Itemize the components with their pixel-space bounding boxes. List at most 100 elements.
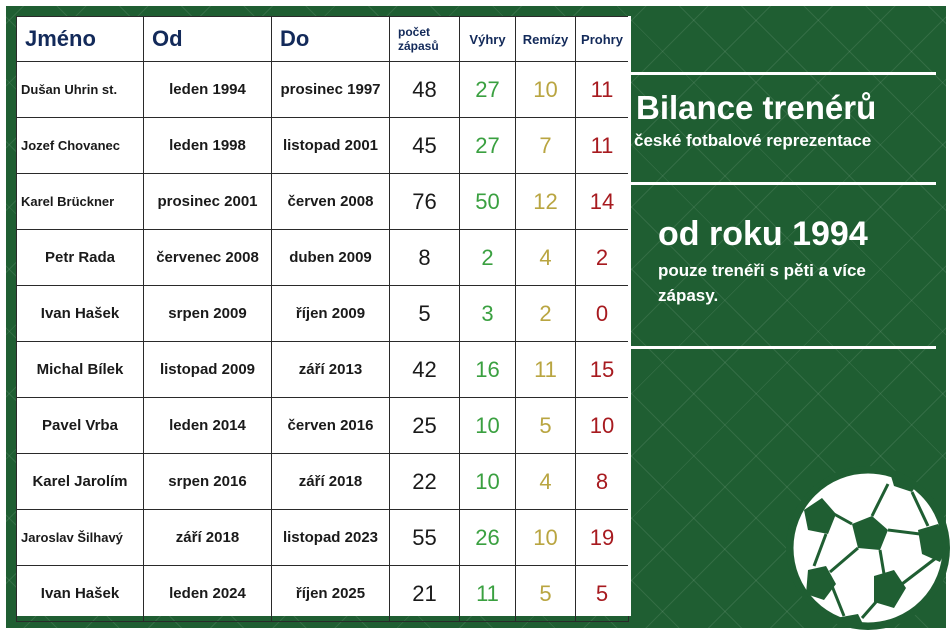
table-row: Karel Jarolím srpen 2016 září 2018 22 10… <box>16 453 629 510</box>
table-row: Karel Brückner prosinec 2001 červen 2008… <box>16 173 629 230</box>
coaches-table: Jméno Od Do počet zápasů Výhry Remízy Pr… <box>16 16 629 622</box>
coach-name: Pavel Vrba <box>16 397 144 454</box>
table-row: Ivan Hašek leden 2024 říjen 2025 21 11 5… <box>16 565 629 622</box>
to-date: prosinec 1997 <box>271 61 390 118</box>
draws-count: 10 <box>515 61 576 118</box>
header-matches: počet zápasů <box>389 16 460 62</box>
coach-name: Jozef Chovanec <box>16 117 144 174</box>
from-date: listopad 2009 <box>143 341 272 398</box>
losses-count: 15 <box>575 341 629 398</box>
draws-count: 5 <box>515 397 576 454</box>
from-date: září 2018 <box>143 509 272 566</box>
to-date: září 2018 <box>271 453 390 510</box>
table-row: Ivan Hašek srpen 2009 říjen 2009 5 3 2 0 <box>16 285 629 342</box>
table-header-row: Jméno Od Do počet zápasů Výhry Remízy Pr… <box>16 16 629 62</box>
from-date: červenec 2008 <box>143 229 272 286</box>
draws-count: 7 <box>515 117 576 174</box>
to-date: červen 2008 <box>271 173 390 230</box>
to-date: duben 2009 <box>271 229 390 286</box>
to-date: červen 2016 <box>271 397 390 454</box>
wins-count: 11 <box>459 565 516 622</box>
panel-divider <box>628 72 936 75</box>
frame-bottom <box>0 628 952 634</box>
panel-divider <box>628 16 631 616</box>
coach-name: Dušan Uhrin st. <box>16 61 144 118</box>
frame-right <box>946 0 952 634</box>
header-name: Jméno <box>16 16 144 62</box>
to-date: říjen 2009 <box>271 285 390 342</box>
since-heading: od roku 1994 <box>658 215 868 253</box>
matches-count: 76 <box>389 173 460 230</box>
from-date: prosinec 2001 <box>143 173 272 230</box>
from-date: leden 1998 <box>143 117 272 174</box>
table-row: Jozef Chovanec leden 1998 listopad 2001 … <box>16 117 629 174</box>
to-date: říjen 2025 <box>271 565 390 622</box>
draws-count: 4 <box>515 229 576 286</box>
header-to: Do <box>271 16 390 62</box>
coach-name: Karel Jarolím <box>16 453 144 510</box>
losses-count: 8 <box>575 453 629 510</box>
wins-count: 10 <box>459 453 516 510</box>
matches-count: 8 <box>389 229 460 286</box>
from-date: srpen 2016 <box>143 453 272 510</box>
header-losses: Prohry <box>575 16 629 62</box>
coach-name: Ivan Hašek <box>16 565 144 622</box>
losses-count: 5 <box>575 565 629 622</box>
table-row: Jaroslav Šilhavý září 2018 listopad 2023… <box>16 509 629 566</box>
coach-name: Petr Rada <box>16 229 144 286</box>
draws-count: 4 <box>515 453 576 510</box>
to-date: listopad 2023 <box>271 509 390 566</box>
info-panel: Bilance trenérů české fotbalové reprezen… <box>628 16 936 616</box>
panel-divider <box>628 346 936 349</box>
wins-count: 10 <box>459 397 516 454</box>
from-date: leden 1994 <box>143 61 272 118</box>
to-date: listopad 2001 <box>271 117 390 174</box>
from-date: srpen 2009 <box>143 285 272 342</box>
from-date: leden 2024 <box>143 565 272 622</box>
wins-count: 27 <box>459 61 516 118</box>
table-row: Michal Bílek listopad 2009 září 2013 42 … <box>16 341 629 398</box>
table-row: Petr Rada červenec 2008 duben 2009 8 2 4… <box>16 229 629 286</box>
table-row: Dušan Uhrin st. leden 1994 prosinec 1997… <box>16 61 629 118</box>
panel-divider <box>628 182 936 185</box>
wins-count: 3 <box>459 285 516 342</box>
to-date: září 2013 <box>271 341 390 398</box>
coach-name: Karel Brückner <box>16 173 144 230</box>
losses-count: 0 <box>575 285 629 342</box>
draws-count: 11 <box>515 341 576 398</box>
frame-top <box>0 0 952 6</box>
soccer-ball-icon <box>786 466 950 630</box>
coach-name: Ivan Hašek <box>16 285 144 342</box>
matches-count: 42 <box>389 341 460 398</box>
wins-count: 26 <box>459 509 516 566</box>
losses-count: 11 <box>575 117 629 174</box>
losses-count: 14 <box>575 173 629 230</box>
wins-count: 50 <box>459 173 516 230</box>
matches-count: 21 <box>389 565 460 622</box>
panel-title: Bilance trenérů <box>636 89 877 126</box>
matches-count: 5 <box>389 285 460 342</box>
draws-count: 12 <box>515 173 576 230</box>
coach-name: Michal Bílek <box>16 341 144 398</box>
wins-count: 16 <box>459 341 516 398</box>
draws-count: 2 <box>515 285 576 342</box>
coach-name: Jaroslav Šilhavý <box>16 509 144 566</box>
losses-count: 11 <box>575 61 629 118</box>
losses-count: 2 <box>575 229 629 286</box>
matches-count: 55 <box>389 509 460 566</box>
wins-count: 27 <box>459 117 516 174</box>
draws-count: 5 <box>515 565 576 622</box>
wins-count: 2 <box>459 229 516 286</box>
losses-count: 19 <box>575 509 629 566</box>
draws-count: 10 <box>515 509 576 566</box>
filter-note: pouze trenéři s pěti a více zápasy. <box>658 261 866 305</box>
matches-count: 25 <box>389 397 460 454</box>
header-wins: Výhry <box>459 16 516 62</box>
from-date: leden 2014 <box>143 397 272 454</box>
frame-left <box>0 0 6 634</box>
panel-subtitle: české fotbalové reprezentace <box>634 131 872 150</box>
coaches-table-panel: Jméno Od Do počet zápasů Výhry Remízy Pr… <box>16 16 629 622</box>
table-row: Pavel Vrba leden 2014 červen 2016 25 10 … <box>16 397 629 454</box>
header-from: Od <box>143 16 272 62</box>
